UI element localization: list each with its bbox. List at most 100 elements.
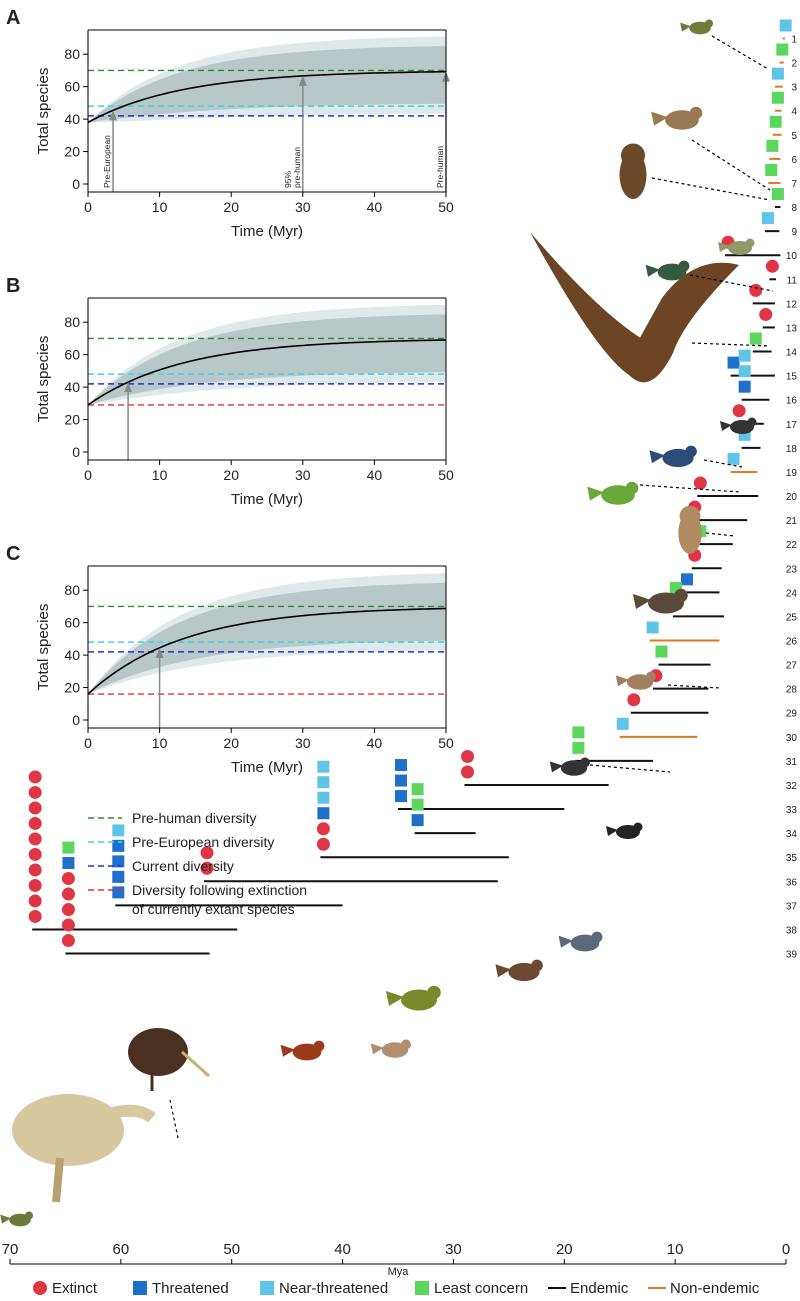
bird-connector xyxy=(691,139,771,191)
marker-label: 95% xyxy=(283,171,293,188)
bird-tail xyxy=(720,421,732,431)
x-tick-label: 40 xyxy=(367,467,383,483)
row-number: 17 xyxy=(786,420,798,431)
status-near-threatened xyxy=(616,717,629,730)
lineage-row: 1 xyxy=(779,19,797,46)
status-extinct xyxy=(61,934,75,948)
status-extinct xyxy=(61,887,75,901)
plot-area xyxy=(88,304,446,406)
plot-area xyxy=(88,36,446,124)
status-threatened xyxy=(395,790,407,803)
bird-head xyxy=(704,19,714,28)
x-tick-label: 50 xyxy=(438,735,454,751)
lineage-row: 34 xyxy=(411,783,798,840)
bird-head xyxy=(580,757,590,768)
status-least-concern xyxy=(655,645,668,658)
row-number: 19 xyxy=(786,468,798,479)
status-least-concern xyxy=(771,91,784,104)
bird-head xyxy=(646,671,656,682)
status-extinct xyxy=(461,765,475,779)
y-tick-label: 20 xyxy=(64,412,80,428)
lineage-row: 4 xyxy=(771,91,797,118)
panel-label: B xyxy=(6,275,20,297)
bird-tail xyxy=(645,264,660,277)
status-extinct xyxy=(749,283,763,297)
x-tick-label: 50 xyxy=(438,199,454,215)
whitehead-illustration xyxy=(370,1039,411,1058)
row-number: 5 xyxy=(791,131,797,142)
timeline-tick-label: 70 xyxy=(2,1241,19,1258)
confidence-band-inner xyxy=(88,45,446,123)
status-least-concern xyxy=(771,188,784,201)
bird-head xyxy=(427,985,441,1000)
x-axis-title: Time (Myr) xyxy=(231,491,303,508)
lineage-row: 7 xyxy=(765,163,797,190)
timeline-tick-label: 50 xyxy=(223,1241,240,1258)
bird-connector xyxy=(667,684,721,689)
y-axis-title: Total species xyxy=(35,336,52,423)
piopio-illustration xyxy=(495,959,543,982)
x-tick-label: 40 xyxy=(367,199,383,215)
moa-body xyxy=(12,1094,124,1166)
status-extinct xyxy=(61,918,75,932)
y-tick-label: 40 xyxy=(64,379,80,395)
row-number: 34 xyxy=(786,829,798,840)
lineage-row: 20 xyxy=(693,476,797,503)
status-least-concern xyxy=(572,741,585,754)
legend-label: Endemic xyxy=(570,1280,629,1297)
row-number: 29 xyxy=(786,709,798,720)
legend-label: Diversity following extinction xyxy=(132,882,307,898)
status-threatened xyxy=(112,870,125,883)
status-least-concern xyxy=(776,43,789,56)
row-number: 4 xyxy=(791,107,797,118)
tui-illustration xyxy=(558,931,603,952)
row-number: 26 xyxy=(786,637,798,648)
lineage-row: 39 xyxy=(61,841,798,961)
row-number: 10 xyxy=(786,251,798,262)
status-extinct xyxy=(732,404,746,418)
owl-head xyxy=(679,505,701,527)
row-number: 9 xyxy=(791,227,797,238)
status-near-threatened xyxy=(761,212,774,225)
x-tick-label: 40 xyxy=(367,735,383,751)
marker-arrowhead xyxy=(124,382,133,393)
status-threatened xyxy=(62,857,75,870)
lineage-row: 35 xyxy=(316,760,797,864)
laughing-owl-illustration xyxy=(678,505,702,554)
marker-arrowhead xyxy=(109,110,118,121)
bird-head xyxy=(591,931,603,943)
status-extinct xyxy=(28,878,42,892)
bird-tail xyxy=(606,826,618,836)
growth-panels: A Pre-European 95% pre-human Pre-human 0 10 20 3… xyxy=(6,7,454,776)
status-threatened xyxy=(681,573,694,586)
status-least-concern xyxy=(766,139,779,152)
plot-area xyxy=(88,573,446,695)
bird-head xyxy=(747,417,757,427)
legend-symbol-extinct xyxy=(33,1281,47,1295)
status-least-concern xyxy=(749,332,762,345)
confidence-band-inner xyxy=(88,314,446,405)
legend-symbol-near-threatened xyxy=(260,1281,274,1295)
x-tick-label: 20 xyxy=(223,467,239,483)
marker-label: Pre-European xyxy=(102,135,112,188)
row-number: 1 xyxy=(791,35,797,46)
y-axis-title: Total species xyxy=(35,68,52,155)
status-extinct xyxy=(627,693,641,707)
legend-label: of currently extant species xyxy=(132,901,295,917)
lineage-row: 37 xyxy=(112,824,797,912)
owl-illustration xyxy=(619,143,647,199)
y-tick-label: 60 xyxy=(64,347,80,363)
row-number: 11 xyxy=(787,275,798,286)
row-number: 16 xyxy=(786,396,798,407)
mean-diversity-curve xyxy=(88,70,446,124)
status-near-threatened xyxy=(317,791,330,804)
x-tick-label: 20 xyxy=(223,735,239,751)
panel-c: C 0 10 20 30 40 50 0 20 40 60 80 Time (Myr) Total spe… xyxy=(6,543,454,776)
row-number: 39 xyxy=(786,950,798,961)
bird-tail xyxy=(587,486,604,501)
owl-head xyxy=(621,143,645,168)
status-threatened xyxy=(317,807,330,820)
reference-line-legend: Pre-human diversity Pre-European diversit… xyxy=(88,810,307,917)
status-least-concern xyxy=(572,726,585,739)
